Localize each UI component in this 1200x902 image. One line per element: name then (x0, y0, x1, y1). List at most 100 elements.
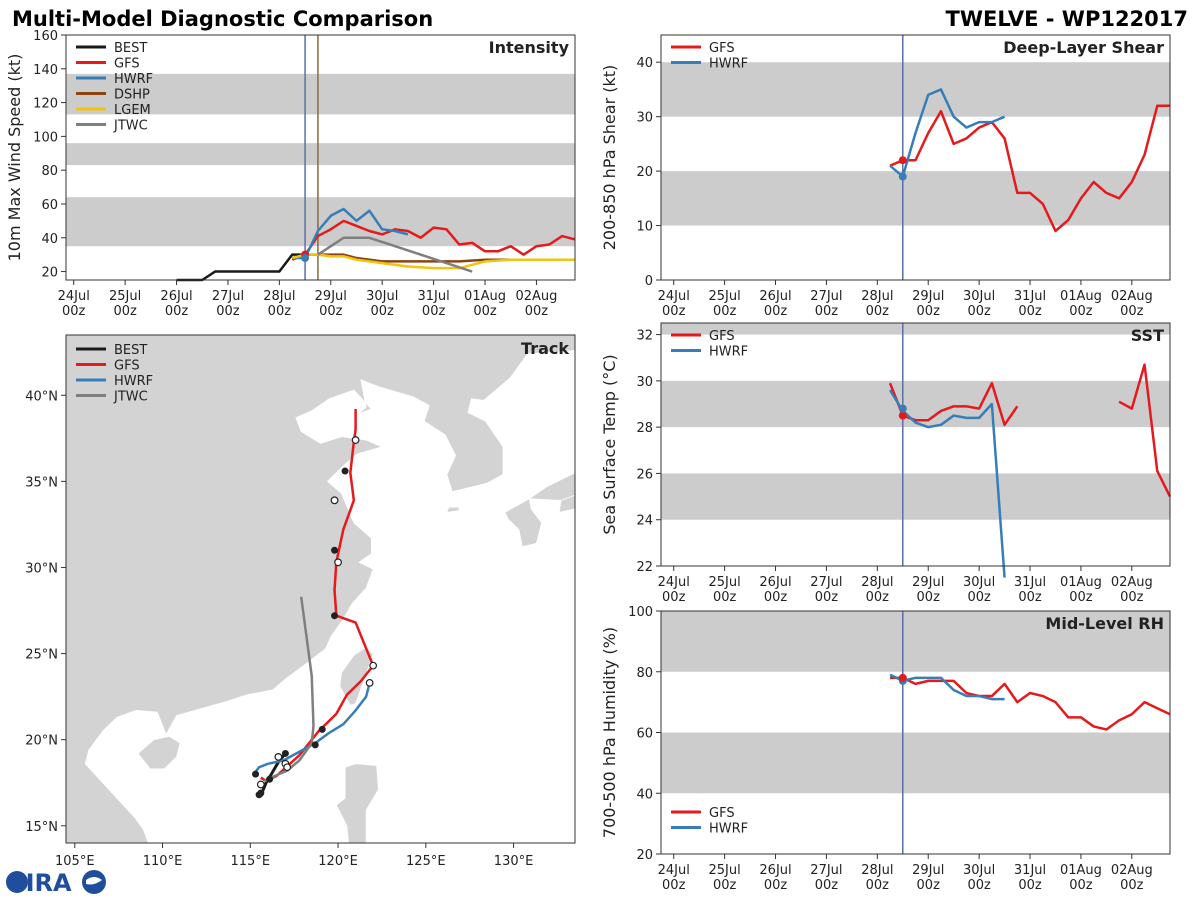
x-tick-date: 26Jul (759, 289, 791, 304)
legend-label: HWRF (114, 72, 153, 87)
track-marker-filled (266, 775, 274, 783)
x-tick-hour: 00z (1018, 304, 1042, 319)
x-tick-hour: 00z (967, 590, 991, 605)
x-tick-date: 30Jul (963, 575, 995, 590)
track-marker-filled (311, 741, 319, 749)
y-tick-label: 0 (645, 274, 653, 289)
series-gfs (1118, 363, 1172, 498)
x-tick-hour: 00z (525, 304, 549, 319)
x-tick-hour: 00z (371, 304, 395, 319)
legend-label: HWRF (709, 57, 748, 72)
x-tick-date: 28Jul (861, 289, 893, 304)
shade-band (66, 197, 575, 247)
x-tick-date: 01Aug (1060, 575, 1102, 590)
legend-label: GFS (709, 41, 735, 56)
x-tick-hour: 00z (662, 590, 686, 605)
x-tick-hour: 00z (165, 304, 189, 319)
honshu-land (528, 472, 575, 501)
y-tick-label: 40 (41, 232, 58, 247)
series-hwrf (889, 88, 1006, 178)
x-tick-date: 01Aug (464, 289, 506, 304)
legend-label: BEST (114, 343, 147, 358)
x-tick-date: 29Jul (912, 289, 944, 304)
x-tick-date: 28Jul (861, 575, 893, 590)
lat-tick-label: 30°N (25, 561, 58, 576)
track-marker-filled (257, 789, 265, 797)
series-best (176, 253, 306, 282)
panel-title: Intensity (489, 38, 570, 57)
x-tick-date: 01Aug (1060, 289, 1102, 304)
y-tick-label: 140 (33, 63, 58, 78)
x-tick-hour: 00z (216, 304, 240, 319)
series-hwrf (292, 207, 409, 260)
y-tick-label: 20 (636, 848, 653, 863)
x-tick-date: 31Jul (1014, 575, 1046, 590)
track-jtwc (263, 596, 315, 783)
x-tick-hour: 00z (917, 590, 941, 605)
y-tick-label: 60 (41, 198, 58, 213)
x-tick-date: 27Jul (810, 575, 842, 590)
storm-id: TWELVE - WP122017 (946, 7, 1188, 31)
cira-logo-text: CIRA (8, 869, 72, 897)
y-axis-label: 200-850 hPa Shear (kt) (600, 65, 619, 251)
lon-tick-label: 110°E (143, 854, 183, 869)
x-tick-hour: 00z (268, 304, 292, 319)
lon-tick-label: 130°E (494, 854, 534, 869)
plot-frame (660, 322, 1171, 567)
x-tick-hour: 00z (1120, 304, 1144, 319)
y-tick-label: 30 (636, 375, 653, 390)
shade-band (66, 73, 575, 115)
y-tick-label: 40 (636, 56, 653, 71)
panel-title: Deep-Layer Shear (1003, 38, 1164, 57)
x-tick-hour: 00z (967, 304, 991, 319)
y-axis-label: Sea Surface Temp (°C) (600, 354, 619, 534)
shade-band (661, 323, 1170, 335)
legend-label: HWRF (709, 822, 748, 837)
track-marker-open (283, 763, 292, 772)
lat-tick-label: 15°N (25, 820, 58, 835)
lat-tick-label: 35°N (25, 475, 58, 490)
x-tick-date: 26Jul (160, 289, 192, 304)
x-tick-date: 30Jul (963, 863, 995, 878)
x-tick-hour: 00z (917, 878, 941, 893)
x-tick-date: 27Jul (810, 863, 842, 878)
legend-label: GFS (709, 806, 735, 821)
track-marker-open (334, 558, 342, 567)
lon-tick-label: 115°E (231, 854, 271, 869)
current-marker (301, 254, 310, 263)
series-hwrf (888, 389, 1006, 578)
shade-band (661, 732, 1170, 794)
x-tick-hour: 00z (113, 304, 137, 319)
x-tick-hour: 00z (713, 304, 737, 319)
x-tick-hour: 00z (1120, 590, 1144, 605)
track-marker-filled (281, 749, 289, 757)
y-tick-label: 22 (636, 560, 653, 575)
legend-label: GFS (114, 57, 140, 72)
x-tick-date: 27Jul (810, 289, 842, 304)
plot-frame (660, 34, 1171, 281)
lat-tick-label: 20°N (25, 734, 58, 749)
y-tick-label: 80 (636, 666, 653, 681)
x-tick-date: 02Aug (1111, 575, 1153, 590)
x-tick-date: 01Aug (1060, 863, 1102, 878)
shade-band (661, 611, 1170, 672)
y-tick-label: 60 (636, 727, 653, 742)
x-tick-date: 25Jul (709, 575, 741, 590)
shade-band (661, 171, 1170, 226)
mainland-land (66, 335, 575, 843)
x-tick-date: 26Jul (759, 863, 791, 878)
x-tick-date: 29Jul (912, 863, 944, 878)
y-tick-label: 26 (636, 467, 653, 482)
panel-title: Track (521, 339, 569, 358)
legend-label: GFS (709, 329, 735, 344)
y-tick-label: 10 (636, 220, 653, 235)
x-tick-date: 29Jul (315, 289, 347, 304)
cira-logo: CIRA (4, 866, 108, 898)
x-tick-hour: 00z (1069, 590, 1093, 605)
x-tick-date: 27Jul (212, 289, 244, 304)
track-marker-filled (331, 546, 339, 554)
x-tick-date: 02Aug (1111, 289, 1153, 304)
track-gfs (260, 409, 375, 783)
x-tick-date: 28Jul (263, 289, 295, 304)
y-tick-label: 40 (636, 787, 653, 802)
